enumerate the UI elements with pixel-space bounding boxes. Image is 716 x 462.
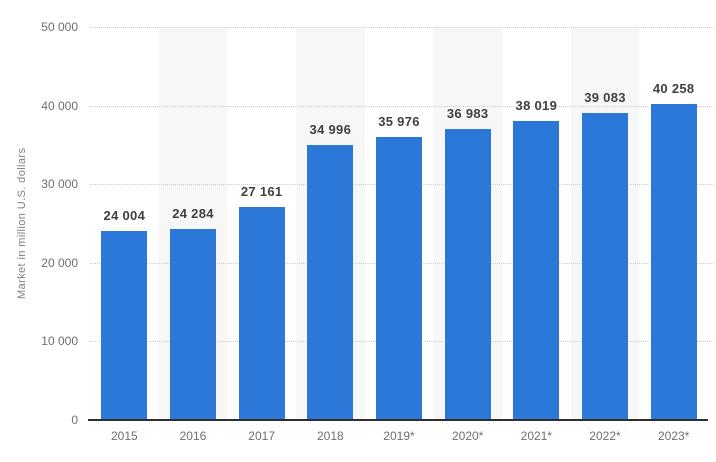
x-tick-label-2023*: 2023*: [657, 429, 690, 443]
gridline-40000: [90, 105, 714, 107]
value-label-2018: 34 996: [309, 121, 352, 137]
y-axis-title: Market in million U.S. dollars: [16, 147, 28, 300]
gridline-50000: [90, 27, 714, 28]
value-label-2023*: 40 258: [652, 80, 695, 96]
bar-2021*[interactable]: [513, 121, 560, 420]
x-tick-label-2019*: 2019*: [383, 429, 415, 443]
bar-2019*[interactable]: [376, 137, 422, 420]
y-tick-label: 20 000: [41, 255, 78, 270]
x-tick-label-2020*: 2020*: [451, 429, 484, 443]
y-tick-label: 50 000: [41, 20, 78, 34]
bar-2015[interactable]: [101, 231, 148, 420]
x-axis-line: [88, 419, 708, 421]
value-label-2017: 27 161: [240, 183, 283, 199]
bar-2022*[interactable]: [582, 112, 628, 420]
x-tick-label-2015: 2015: [110, 429, 138, 443]
bar-2016[interactable]: [170, 229, 216, 420]
x-tick-label-2022*: 2022*: [589, 429, 621, 443]
y-tick-label: 10 000: [41, 334, 78, 349]
value-label-2021*: 38 019: [515, 98, 558, 114]
bar-2018[interactable]: [307, 144, 354, 420]
value-label-2015: 24 004: [103, 208, 146, 224]
y-tick-label: 30 000: [41, 177, 78, 192]
y-tick-label: 0: [71, 413, 78, 427]
value-label-2020*: 36 983: [446, 106, 489, 122]
bar-2020*[interactable]: [444, 129, 491, 420]
value-label-2016: 24 284: [172, 206, 214, 222]
y-tick-label: 40 000: [41, 98, 78, 113]
x-tick-label-2016: 2016: [179, 429, 207, 443]
bar-2023*[interactable]: [650, 103, 697, 420]
value-label-2019*: 35 976: [378, 114, 420, 130]
x-tick-label-2017: 2017: [248, 429, 275, 443]
x-tick-label-2018: 2018: [316, 429, 344, 443]
bar-2017[interactable]: [238, 206, 285, 420]
x-tick-label-2021*: 2021*: [520, 429, 553, 443]
value-label-2022*: 39 083: [584, 89, 626, 105]
